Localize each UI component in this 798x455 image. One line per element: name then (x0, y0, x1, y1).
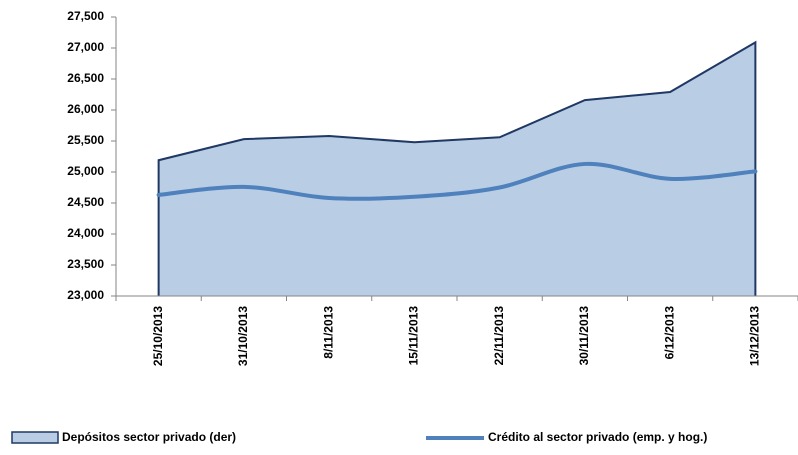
x-tick-label: 15/11/2013 (407, 306, 421, 366)
legend-swatch (11, 431, 59, 444)
line (156, 161, 758, 201)
x-tick-label: 22/11/2013 (492, 306, 506, 366)
y-tick-label: 25,000 (67, 164, 104, 178)
y-tick-label: 23,500 (67, 257, 104, 271)
area (158, 42, 756, 296)
legend-label: Crédito al sector privado (emp. y hog.) (488, 430, 707, 444)
y-tick-label: 27,500 (67, 9, 104, 23)
x-tick-label: 30/11/2013 (577, 306, 591, 366)
x-tick-label: 13/12/2013 (748, 306, 762, 366)
y-tick-label: 26,500 (67, 71, 104, 85)
x-tick-label: 31/10/2013 (236, 306, 250, 366)
y-tick-label: 27,000 (67, 40, 104, 54)
y-tick-label: 25,500 (67, 133, 104, 147)
x-tick-label: 25/10/2013 (151, 306, 165, 366)
y-tick-label: 24,500 (67, 195, 104, 209)
legend-label: Depósitos sector privado (der) (62, 430, 236, 444)
area-edge (157, 40, 757, 296)
y-tick-label: 23,000 (67, 288, 104, 302)
x-tick-label: 8/11/2013 (321, 306, 335, 359)
y-tick-label: 24,000 (67, 226, 104, 240)
x-tick-label: 6/12/2013 (662, 306, 676, 360)
y-tick-label: 26,000 (67, 102, 104, 116)
